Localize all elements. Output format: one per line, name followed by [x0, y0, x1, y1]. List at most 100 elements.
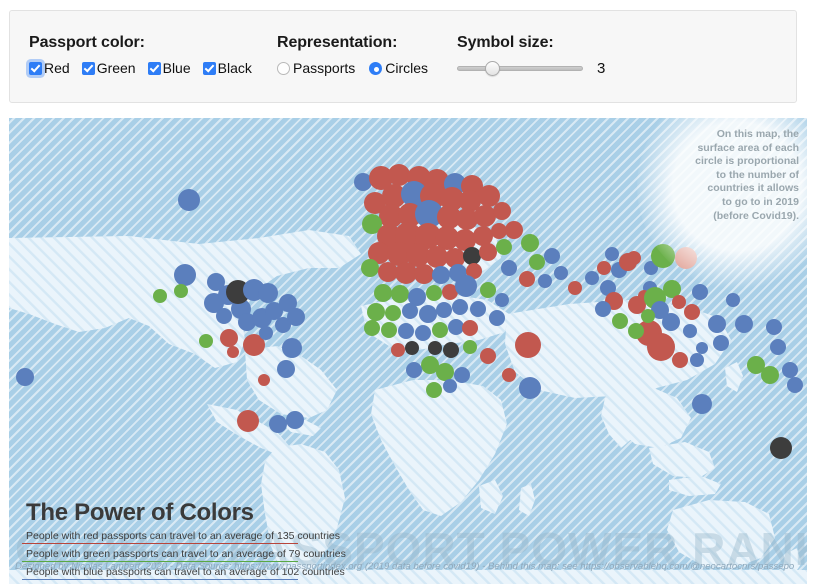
map-circle[interactable]	[529, 254, 545, 270]
map-circle[interactable]	[641, 309, 655, 323]
map-circle[interactable]	[463, 247, 481, 265]
map-circle[interactable]	[787, 377, 803, 393]
map-circle[interactable]	[443, 379, 457, 393]
map-circle[interactable]	[692, 284, 708, 300]
map-circle[interactable]	[207, 273, 225, 291]
map-circle[interactable]	[692, 394, 712, 414]
map-circle[interactable]	[398, 323, 414, 339]
map-circle[interactable]	[454, 367, 470, 383]
map-circle[interactable]	[470, 301, 486, 317]
map-circle[interactable]	[735, 315, 753, 333]
map-circle[interactable]	[595, 301, 611, 317]
radio-circles-icon[interactable]	[369, 61, 383, 75]
passport-color-option-blue[interactable]: Blue	[147, 60, 191, 76]
map-circle[interactable]	[501, 260, 517, 276]
map-circle[interactable]	[178, 189, 200, 211]
map-circle[interactable]	[279, 294, 297, 312]
map-circle[interactable]	[395, 262, 417, 284]
map-circle[interactable]	[277, 360, 295, 378]
map-circle[interactable]	[568, 281, 582, 295]
map-circle[interactable]	[436, 363, 454, 381]
map-circle[interactable]	[368, 242, 390, 264]
map-circle[interactable]	[597, 261, 611, 275]
map-circle[interactable]	[554, 266, 568, 280]
map-circle[interactable]	[259, 326, 273, 340]
map-circle[interactable]	[495, 293, 509, 307]
map-circle[interactable]	[269, 415, 287, 433]
map-circle[interactable]	[491, 223, 507, 239]
map-circle[interactable]	[414, 264, 434, 284]
map-circle[interactable]	[258, 374, 270, 386]
map-circle[interactable]	[628, 323, 644, 339]
map-circle[interactable]	[408, 288, 426, 306]
map-circle[interactable]	[153, 289, 167, 303]
map-circle[interactable]	[405, 341, 419, 355]
map-circle[interactable]	[456, 208, 478, 230]
map-circle[interactable]	[462, 320, 478, 336]
map-circle[interactable]	[519, 271, 535, 287]
map-circle[interactable]	[474, 205, 496, 227]
map-circle[interactable]	[473, 226, 493, 246]
map-circle[interactable]	[480, 348, 496, 364]
map-circle[interactable]	[286, 411, 304, 429]
map-circle[interactable]	[478, 185, 500, 207]
map-circle[interactable]	[391, 285, 409, 303]
map-circle[interactable]	[628, 296, 646, 314]
passport-color-option-black[interactable]: Black	[202, 60, 252, 76]
map-circle[interactable]	[378, 262, 398, 282]
map-circle[interactable]	[442, 284, 458, 300]
symbol-size-slider[interactable]	[457, 61, 583, 76]
checkbox-black-icon[interactable]	[202, 61, 216, 75]
map-circle[interactable]	[237, 410, 259, 432]
map-circle[interactable]	[362, 214, 382, 234]
map-circle[interactable]	[216, 308, 232, 324]
map-circle[interactable]	[684, 304, 700, 320]
map-circle[interactable]	[426, 382, 442, 398]
map-circle[interactable]	[361, 259, 379, 277]
map-circle[interactable]	[690, 353, 704, 367]
map-circle[interactable]	[406, 362, 422, 378]
map-circle[interactable]	[713, 335, 729, 351]
map-circle[interactable]	[696, 342, 708, 354]
world-map[interactable]: On this map, the surface area of each ci…	[9, 118, 807, 584]
map-circle[interactable]	[479, 243, 497, 261]
checkbox-red-icon[interactable]	[29, 61, 42, 75]
map-circle[interactable]	[538, 274, 552, 288]
map-circle[interactable]	[519, 377, 541, 399]
map-circle[interactable]	[585, 271, 599, 285]
map-circle[interactable]	[761, 366, 779, 384]
map-circle[interactable]	[415, 325, 431, 341]
map-circle[interactable]	[428, 341, 442, 355]
map-circle[interactable]	[544, 248, 560, 264]
map-circle[interactable]	[381, 322, 397, 338]
map-circle[interactable]	[452, 299, 468, 315]
map-circle[interactable]	[220, 329, 238, 347]
map-circle[interactable]	[402, 303, 418, 319]
map-circle[interactable]	[766, 319, 782, 335]
checkbox-blue-icon[interactable]	[147, 61, 161, 75]
map-circle[interactable]	[174, 284, 188, 298]
map-circle[interactable]	[619, 253, 637, 271]
map-circle[interactable]	[367, 303, 385, 321]
map-circle[interactable]	[605, 247, 619, 261]
map-circle[interactable]	[726, 293, 740, 307]
passport-color-option-green[interactable]: Green	[81, 60, 136, 76]
map-circle[interactable]	[672, 295, 686, 309]
map-circle[interactable]	[265, 302, 283, 320]
map-circle[interactable]	[515, 332, 541, 358]
map-circle[interactable]	[258, 283, 278, 303]
map-circle[interactable]	[354, 173, 372, 191]
map-circle[interactable]	[521, 234, 539, 252]
map-circle[interactable]	[227, 346, 239, 358]
map-circle[interactable]	[426, 285, 442, 301]
map-circle[interactable]	[238, 313, 256, 331]
map-circle[interactable]	[672, 352, 688, 368]
map-circle[interactable]	[374, 284, 392, 302]
map-circle[interactable]	[391, 343, 405, 357]
map-circle[interactable]	[782, 362, 798, 378]
map-circle[interactable]	[480, 282, 496, 298]
map-circle[interactable]	[505, 221, 523, 239]
map-circle[interactable]	[493, 202, 511, 220]
representation-option-circles[interactable]: Circles	[369, 60, 428, 76]
map-circle[interactable]	[454, 229, 476, 251]
